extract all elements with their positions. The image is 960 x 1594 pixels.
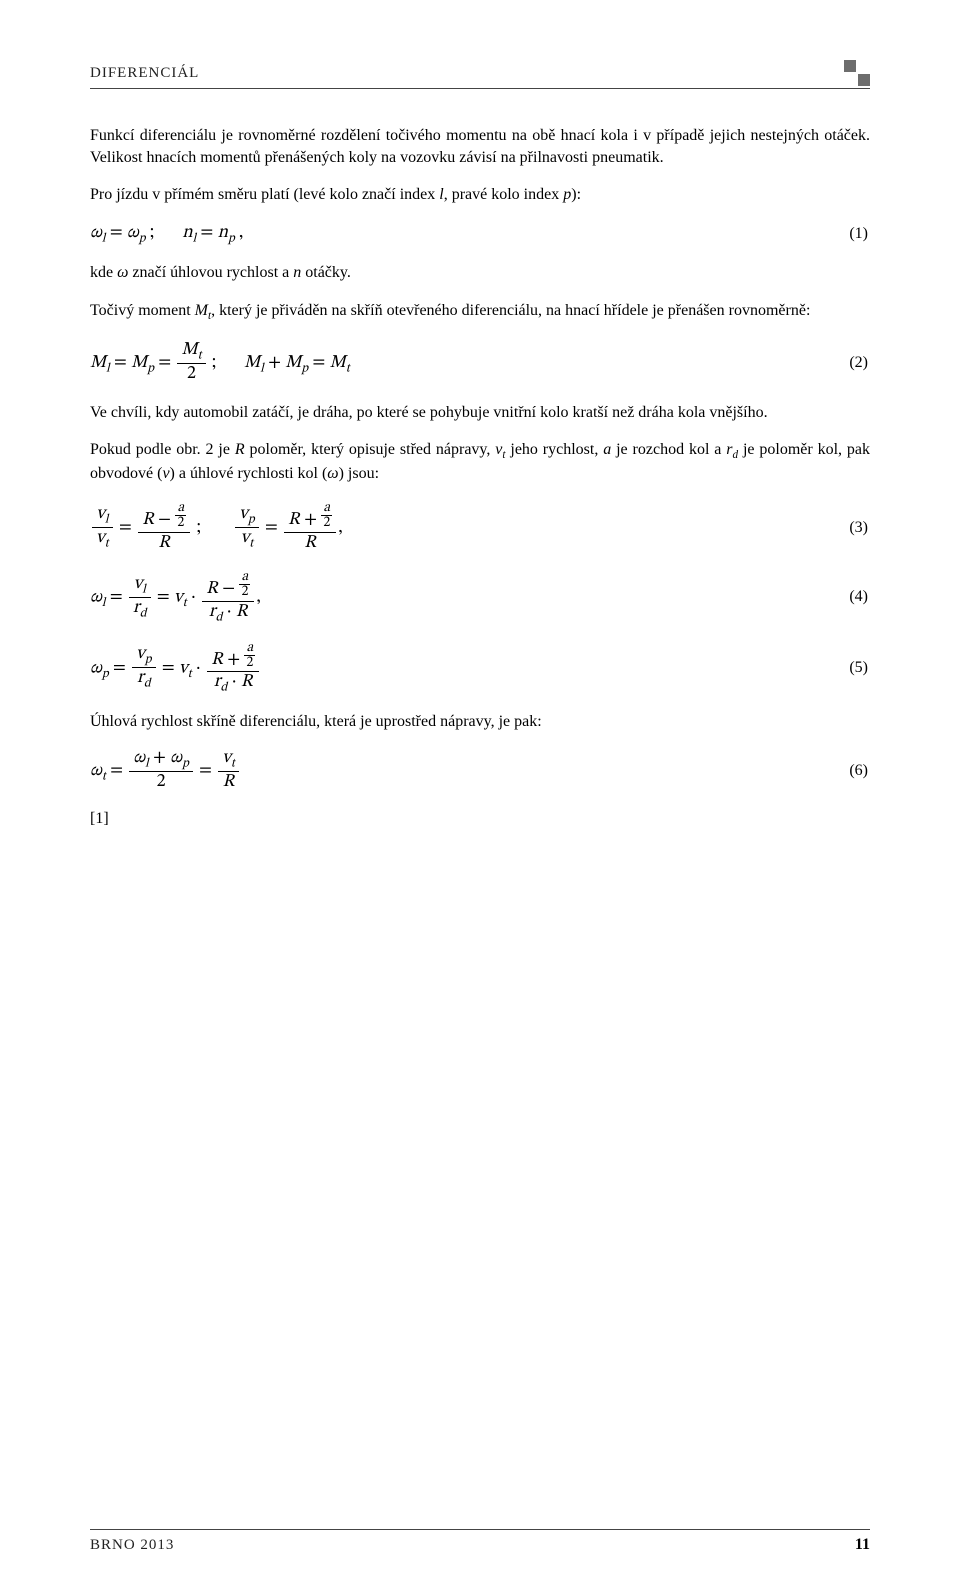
paragraph-straight-drive: Pro jízdu v přímém směru platí (levé kol… bbox=[90, 184, 870, 206]
text: otáčky. bbox=[301, 264, 351, 281]
equation-number: (3) bbox=[828, 519, 870, 537]
equation-number: (2) bbox=[828, 354, 870, 372]
equation-body: ωt = ωl + ωp 2 = vt R bbox=[90, 748, 828, 793]
text: ): bbox=[571, 186, 581, 203]
section-label: DIFERENCIÁL bbox=[90, 65, 199, 82]
reference-marker: [1] bbox=[90, 810, 870, 828]
equation-5: ωp = vp rd = vt · R + a2 rd · R (5) bbox=[90, 641, 870, 695]
page-number: 11 bbox=[855, 1536, 870, 1554]
equation-body: Ml = Mp = Mt 2 ;Ml + Mp = Mt bbox=[90, 340, 828, 385]
text: kde bbox=[90, 264, 117, 281]
logo-icon bbox=[844, 60, 870, 86]
equation-number: (6) bbox=[828, 762, 870, 780]
equation-2: Ml = Mp = Mt 2 ;Ml + Mp = Mt (2) bbox=[90, 340, 870, 385]
equation-body: ωl = vl rd = vt · R − a2 rd · R , bbox=[90, 570, 828, 624]
footer-left: BRNO 2013 bbox=[90, 1537, 174, 1554]
text: Pro jízdu v přímém směru platí (levé kol… bbox=[90, 186, 439, 203]
paragraph-intro: Funkcí diferenciálu je rovnoměrné rozděl… bbox=[90, 125, 870, 168]
text: Točivý moment bbox=[90, 302, 195, 319]
text: , pravé kolo index bbox=[444, 186, 564, 203]
text: značí úhlovou rychlost a bbox=[128, 264, 293, 281]
var-omega: ω bbox=[117, 264, 128, 281]
equation-number: (1) bbox=[828, 225, 870, 243]
text: , který je přiváděn na skříň otevřeného … bbox=[211, 302, 810, 319]
page-header: DIFERENCIÁL bbox=[90, 60, 870, 89]
var-M: M bbox=[195, 302, 208, 319]
equation-number: (4) bbox=[828, 588, 870, 606]
paragraph-angular-speed: Úhlová rychlost skříně diferenciálu, kte… bbox=[90, 711, 870, 733]
page-footer: BRNO 2013 11 bbox=[90, 1529, 870, 1554]
equation-4: ωl = vl rd = vt · R − a2 rd · R , (4) bbox=[90, 570, 870, 624]
equation-body: ωp = vp rd = vt · R + a2 rd · R bbox=[90, 641, 828, 695]
paragraph-where: kde ω značí úhlovou rychlost a n otáčky. bbox=[90, 262, 870, 284]
paragraph-torque: Točivý moment Mt, který je přiváděn na s… bbox=[90, 300, 870, 324]
paragraph-variables: Pokud podle obr. 2 je R poloměr, který o… bbox=[90, 439, 870, 485]
equation-body: vl vt = R − a2 R ; vp vt = R + a2 R , bbox=[90, 501, 828, 554]
paragraph-turning: Ve chvíli, kdy automobil zatáčí, je dráh… bbox=[90, 402, 870, 424]
equation-1: ωl = ωp ;nl = np , (1) bbox=[90, 222, 870, 247]
equation-body: ωl = ωp ;nl = np , bbox=[90, 222, 828, 247]
equation-3: vl vt = R − a2 R ; vp vt = R + a2 R , (3… bbox=[90, 501, 870, 554]
equation-number: (5) bbox=[828, 659, 870, 677]
equation-6: ωt = ωl + ωp 2 = vt R (6) bbox=[90, 748, 870, 793]
